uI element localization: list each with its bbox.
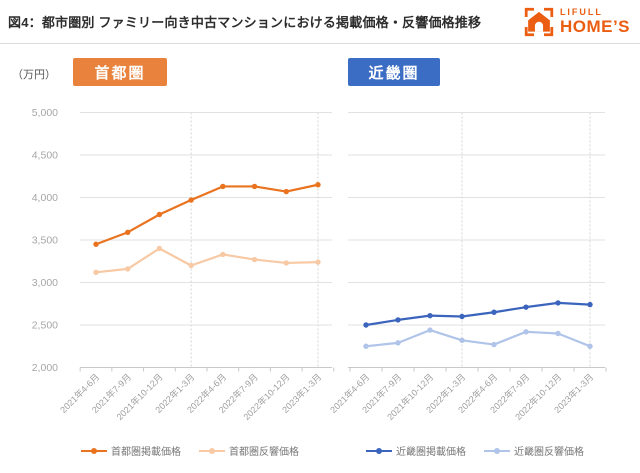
legend-kinkiken: 近畿圏掲載価格 近畿圏反響価格	[330, 443, 620, 458]
page-title: 図4：都市圏別 ファミリー向き中古マンションにおける掲載価格・反響価格推移	[8, 15, 482, 30]
legend-label: 近畿圏掲載価格	[396, 447, 466, 458]
data-point	[315, 182, 321, 188]
series-line-首都圏反響価格	[94, 247, 320, 274]
lifull-homes-wordmark: LIFULL HOME’S	[559, 7, 630, 36]
lifull-homes-logo: LIFULL HOME’S	[523, 6, 632, 38]
data-point	[315, 259, 321, 265]
legend-shutoken: 首都圏掲載価格 首都圏反響価格	[40, 443, 340, 458]
y-tick-label: 2,500	[32, 320, 58, 332]
data-point	[555, 330, 561, 337]
data-point	[156, 211, 163, 218]
data-point	[283, 260, 289, 266]
logo-brand-bottom: HOME’S	[559, 17, 630, 36]
data-point	[427, 312, 433, 319]
region-badge-shutoken: 首都圏	[73, 58, 167, 86]
series-line-近畿圏掲載価格	[364, 301, 592, 327]
data-point	[523, 304, 529, 310]
data-point	[251, 256, 258, 263]
legend-marker	[81, 447, 107, 454]
data-point	[587, 343, 593, 349]
y-tick-label: 2,000	[32, 362, 58, 374]
legend-marker	[366, 447, 392, 454]
data-point	[459, 313, 465, 320]
legend-label: 近畿圏反響価格	[514, 447, 584, 458]
data-point	[587, 301, 593, 308]
data-point	[125, 266, 131, 272]
legend-label: 首都圏反響価格	[229, 447, 299, 458]
legend-marker	[484, 447, 510, 454]
region-badge-kinkiken: 近畿圏	[348, 58, 440, 86]
y-tick-label: 3,500	[32, 235, 58, 247]
data-point	[427, 327, 433, 333]
legend-label: 首都圏掲載価格	[111, 447, 181, 458]
data-point	[125, 229, 131, 236]
series-line-近畿圏反響価格	[364, 329, 592, 348]
header: 図4：都市圏別 ファミリー向き中古マンションにおける掲載価格・反響価格推移 LI…	[0, 0, 640, 44]
y-tick-label: 5,000	[32, 107, 58, 119]
y-tick-label: 4,000	[32, 192, 58, 204]
data-point	[283, 188, 289, 195]
legend-item: 首都圏掲載価格	[81, 443, 181, 458]
data-point	[491, 341, 497, 348]
data-point	[220, 251, 226, 258]
y-axis-unit-label: （万円）	[12, 69, 56, 81]
y-tick-label: 3,000	[32, 277, 58, 289]
series-line-首都圏掲載価格	[94, 183, 320, 246]
data-point	[251, 183, 258, 190]
data-point	[395, 317, 401, 323]
data-point	[93, 269, 99, 275]
data-point	[363, 343, 369, 349]
data-point	[491, 309, 497, 315]
data-point	[93, 241, 99, 247]
legend-item: 首都圏反響価格	[199, 443, 299, 458]
legend-item: 近畿圏掲載価格	[366, 443, 466, 458]
logo-brand-top: LIFULL	[559, 7, 603, 17]
data-point	[523, 329, 529, 335]
data-point	[363, 322, 369, 328]
legend-marker	[199, 447, 225, 454]
legend-item: 近畿圏反響価格	[484, 443, 584, 458]
data-point	[188, 262, 194, 269]
data-point	[555, 300, 561, 306]
line-charts-canvas: 5,0004,5004,0003,5003,0002,5002,0002021年…	[32, 107, 607, 422]
data-point	[220, 183, 226, 190]
data-point	[395, 340, 401, 346]
data-point	[188, 197, 194, 203]
data-point	[156, 245, 163, 252]
data-point	[459, 337, 465, 343]
y-tick-label: 4,500	[32, 150, 58, 162]
lifull-homes-house-icon	[524, 7, 554, 36]
